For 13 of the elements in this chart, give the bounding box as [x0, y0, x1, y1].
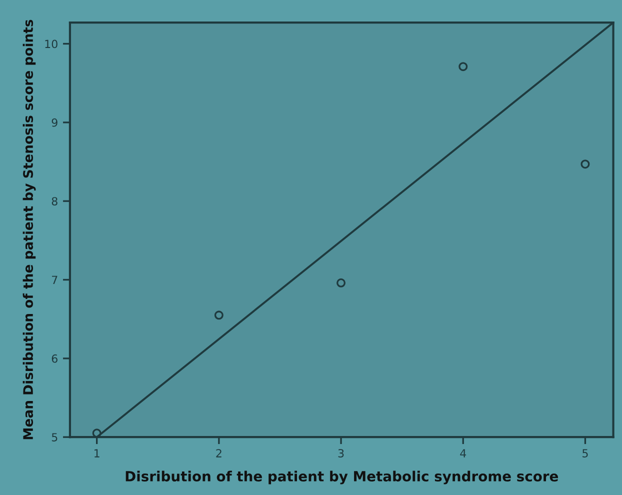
- y-tick-label: 6: [52, 354, 58, 363]
- x-tick-label: 1: [94, 449, 100, 458]
- y-tick-label: 8: [52, 197, 58, 206]
- y-tick-label: 5: [52, 433, 58, 442]
- x-tick-label: 5: [582, 449, 588, 458]
- y-tick-label: 7: [52, 276, 58, 284]
- y-axis-title: Mean Disribution of the patient by Stenosis score points: [22, 20, 36, 440]
- x-tick-label: 2: [216, 449, 222, 458]
- x-tick-label: 4: [460, 449, 466, 458]
- x-axis-title: Disribution of the patient by Metabolic syndrome score: [126, 470, 558, 484]
- y-tick-label: 9: [52, 118, 58, 127]
- y-tick-label: 10: [45, 40, 58, 48]
- x-tick-label: 3: [338, 449, 344, 458]
